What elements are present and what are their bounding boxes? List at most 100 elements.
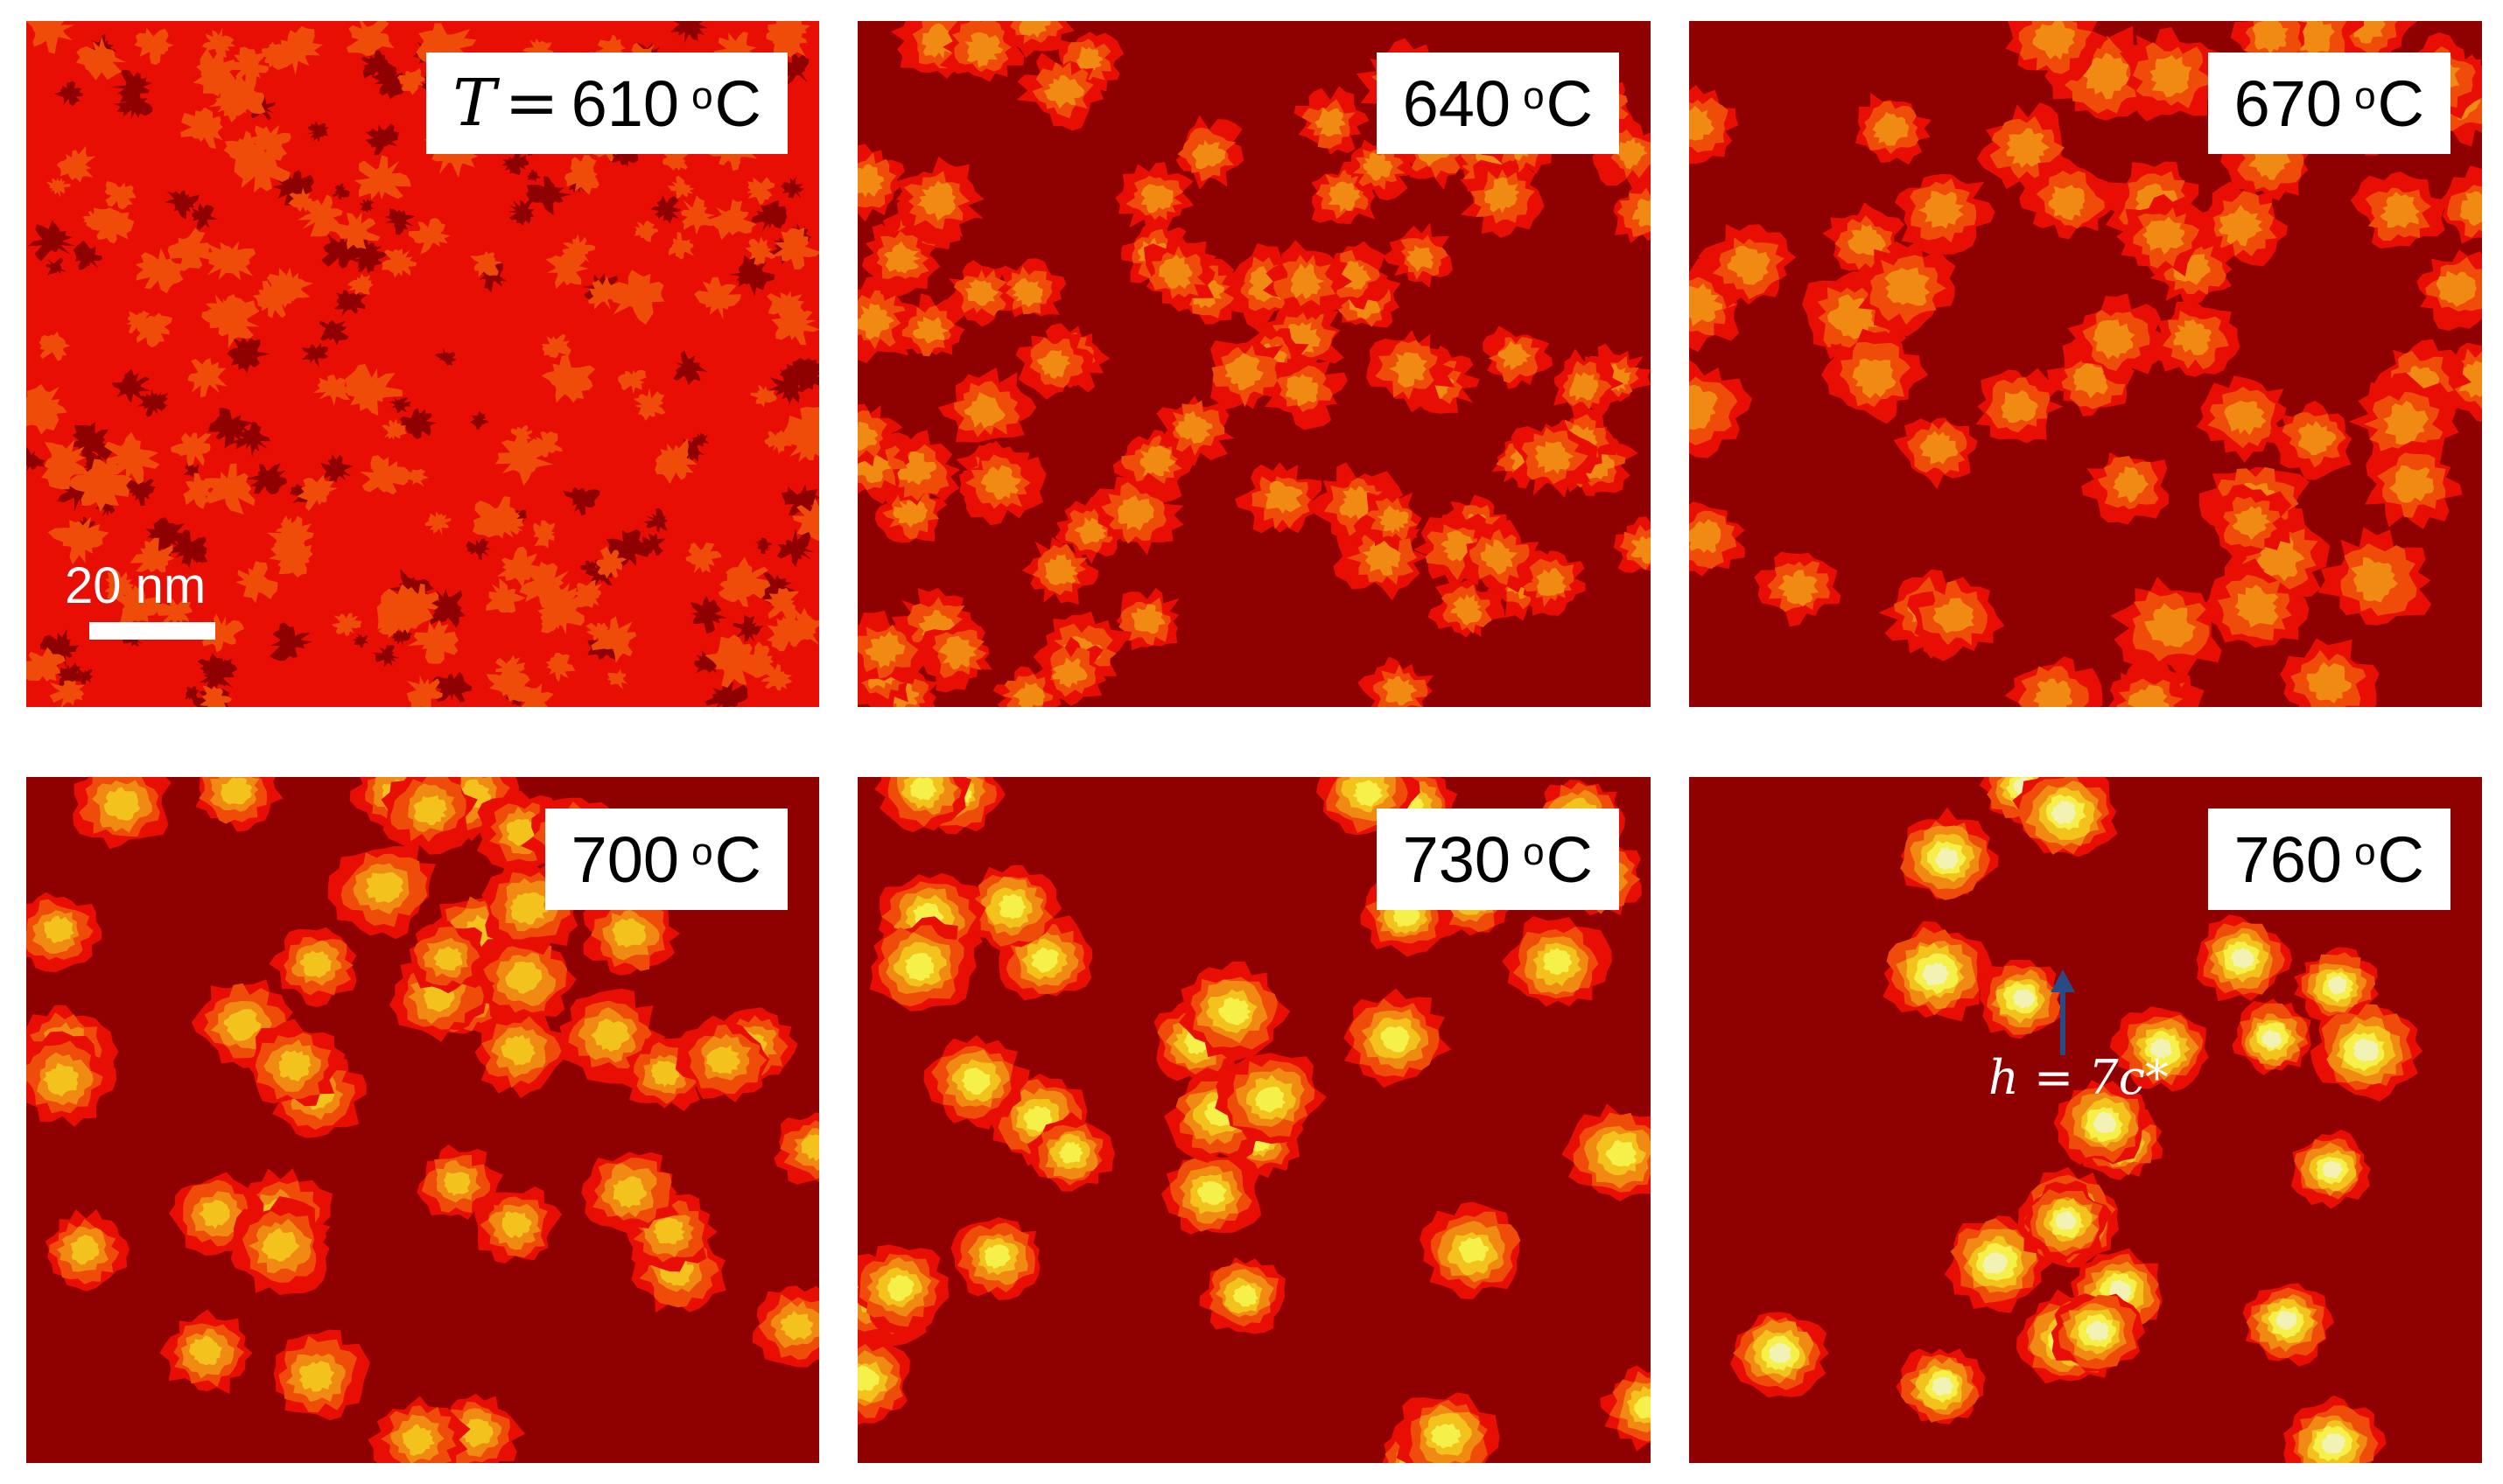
island <box>1883 920 1994 1022</box>
island <box>557 988 665 1084</box>
island <box>1977 960 2062 1040</box>
temperature-unit-c: C <box>714 822 761 896</box>
island-layer <box>41 438 89 490</box>
island <box>1112 430 1199 503</box>
substrate-gap <box>53 80 83 107</box>
island <box>208 69 259 117</box>
island-layer <box>783 607 819 648</box>
island-layer <box>705 634 761 688</box>
island-layer <box>433 946 463 971</box>
substrate-gap <box>199 659 235 692</box>
island-layer <box>193 48 236 97</box>
island-layer <box>2275 1311 2297 1330</box>
island <box>1482 326 1553 389</box>
island-layer <box>1052 657 1088 689</box>
island <box>200 685 233 707</box>
island <box>1383 222 1454 288</box>
island-layer <box>501 1211 532 1239</box>
island-layer <box>2079 52 2130 100</box>
substrate-gap <box>333 290 368 317</box>
island-layer <box>2327 976 2347 995</box>
island <box>201 27 236 58</box>
island <box>39 331 71 361</box>
island <box>89 207 135 244</box>
island-layer <box>1023 1106 1053 1132</box>
height-annotation: h = 7c* <box>1988 1050 2169 1105</box>
substrate-gap <box>111 69 152 106</box>
island-layer <box>221 777 252 805</box>
temperature-unit-c: C <box>2377 66 2424 140</box>
island <box>469 931 577 1027</box>
island-layer <box>298 1361 335 1392</box>
island-layer <box>2013 989 2036 1009</box>
island-layer <box>1689 105 1714 141</box>
island-layer <box>1569 372 1599 402</box>
island <box>861 222 941 297</box>
island <box>581 1152 679 1235</box>
island <box>2213 484 2292 557</box>
island-layer <box>2230 947 2255 969</box>
island-layer <box>1043 74 1085 109</box>
island-layer <box>234 145 291 193</box>
substrate-gap <box>780 364 797 382</box>
island-layer <box>486 666 533 703</box>
substrate-gap <box>332 183 350 200</box>
substrate-gap <box>353 633 369 648</box>
island-layer <box>1605 1139 1637 1167</box>
island <box>1294 86 1370 155</box>
substrate-gap <box>768 368 807 405</box>
island-layer <box>1852 358 1897 399</box>
substrate-gap <box>691 432 709 447</box>
island-map-700 <box>26 777 819 1463</box>
island <box>1561 1103 1651 1202</box>
island-layer <box>2297 421 2337 456</box>
substrate-gap <box>270 622 313 662</box>
island-layer <box>858 303 894 340</box>
island-layer <box>407 620 459 664</box>
island-layer <box>2322 1159 2344 1179</box>
island <box>2270 400 2352 480</box>
island <box>1689 85 1739 164</box>
island <box>424 511 452 536</box>
island <box>1144 233 1216 312</box>
island <box>26 892 102 973</box>
island <box>1858 239 1956 337</box>
island-layer <box>200 613 244 653</box>
island-layer <box>204 241 256 281</box>
island <box>104 569 136 600</box>
island-layer <box>1286 374 1319 407</box>
island-layer <box>167 228 212 271</box>
substrate-gap <box>777 528 815 567</box>
island-layer <box>1634 1396 1651 1419</box>
island-layer <box>198 1200 230 1229</box>
island-layer <box>858 421 879 452</box>
substrate-gap <box>781 484 819 518</box>
island <box>792 497 819 542</box>
substrate-gap <box>123 472 156 506</box>
island <box>1729 1312 1829 1398</box>
substrate-gap <box>27 220 76 262</box>
island-layer <box>1689 384 1718 430</box>
island <box>858 144 905 222</box>
island <box>167 228 212 271</box>
island-layer <box>681 195 715 235</box>
island-layer <box>1932 598 1974 634</box>
island-layer <box>360 455 410 495</box>
island <box>1510 418 1598 498</box>
substrate-gap <box>319 320 349 346</box>
island-layer <box>792 497 819 542</box>
island-layer <box>865 631 906 668</box>
island-layer <box>541 333 571 359</box>
island <box>1907 578 2005 662</box>
island <box>633 388 666 421</box>
island-layer <box>883 241 921 274</box>
island <box>2196 914 2292 1002</box>
island-layer <box>223 130 268 172</box>
substrate-gap <box>733 615 764 643</box>
island-layer <box>2261 1029 2282 1049</box>
island-layer <box>382 248 417 278</box>
island <box>1689 501 1745 577</box>
island <box>1698 224 1797 309</box>
island <box>157 598 193 626</box>
island <box>312 374 354 406</box>
